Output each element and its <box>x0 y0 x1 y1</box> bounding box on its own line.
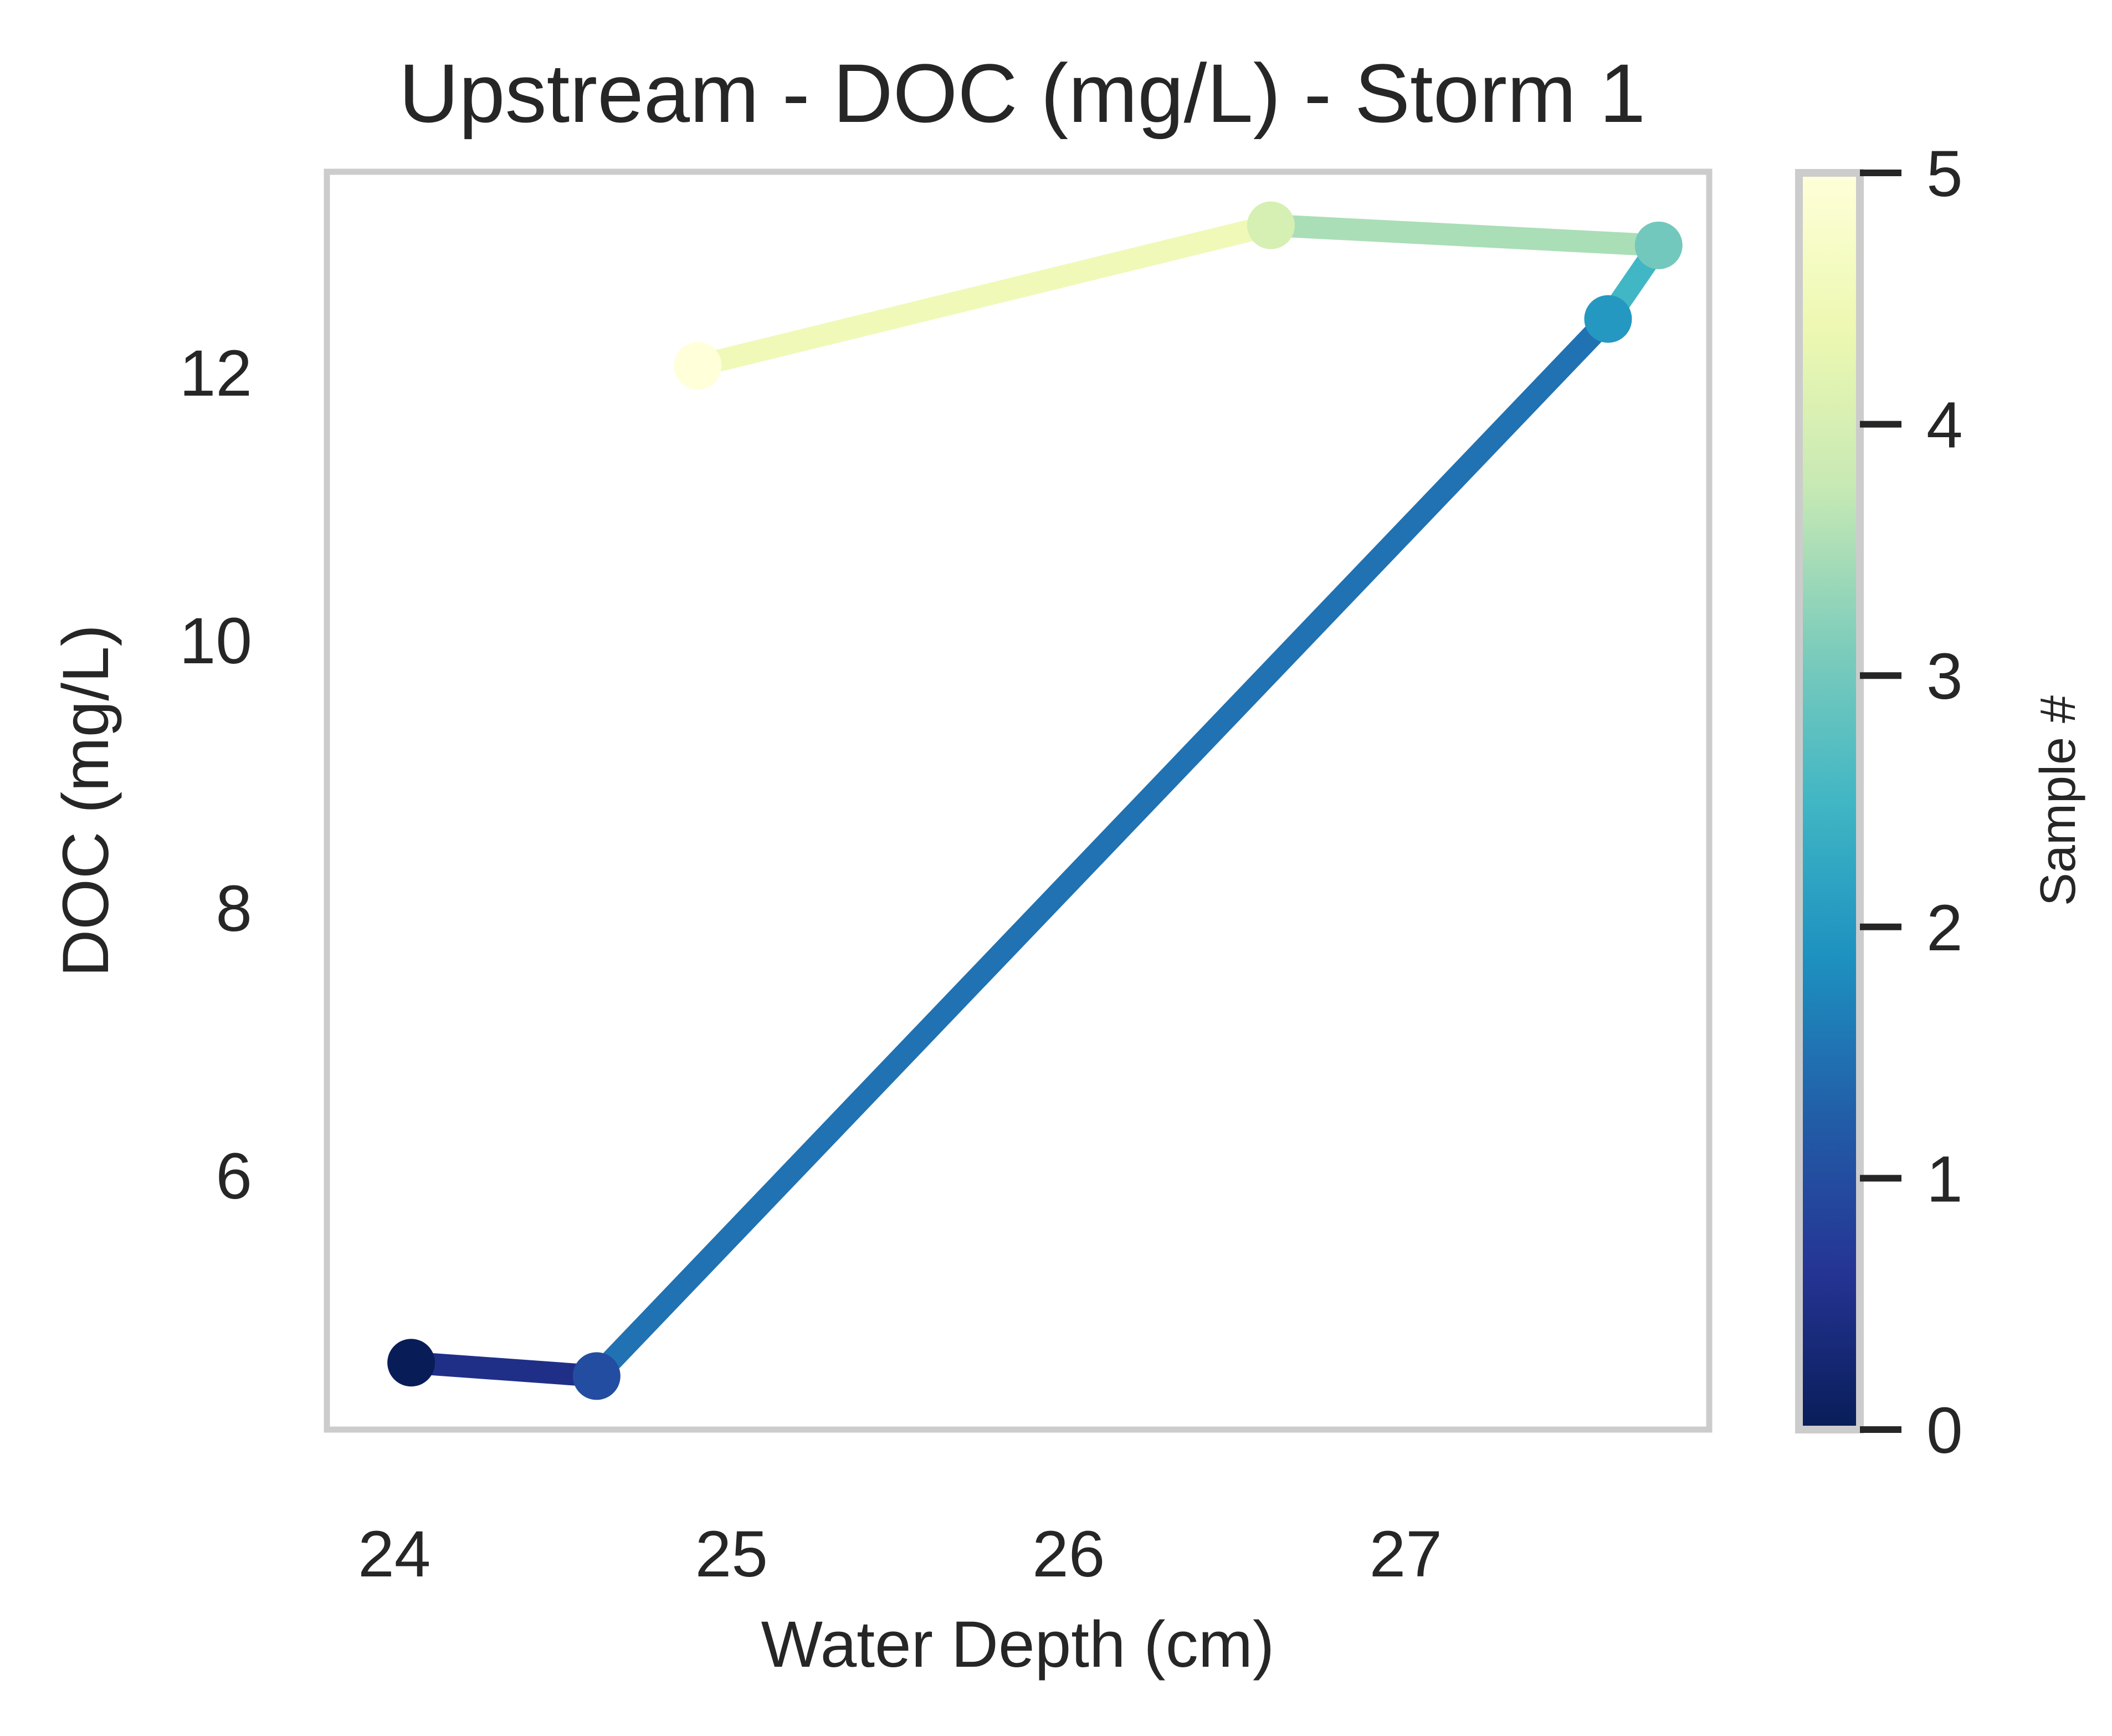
colorbar-label: Sample # <box>2031 695 2086 906</box>
line-segment-0-1 <box>410 1351 598 1387</box>
y-tick-label: 10 <box>180 605 252 678</box>
data-point-sample-4 <box>1247 201 1295 249</box>
y-axis-label: DOC (mg/L) <box>49 624 122 977</box>
data-series <box>387 201 1683 1400</box>
x-axis-label: Water Depth (cm) <box>761 1608 1275 1681</box>
colorbar-tick-label: 5 <box>1926 137 1963 211</box>
line-segment-3-4 <box>1270 214 1659 257</box>
x-tick-label: 24 <box>358 1518 430 1591</box>
colorbar <box>1795 169 1864 1433</box>
y-axis-ticks: 6 8 10 12 <box>180 337 252 1213</box>
y-tick-label: 12 <box>180 337 252 410</box>
plot-area-frame <box>324 168 1713 1433</box>
y-tick-label: 8 <box>216 872 252 945</box>
colorbar-tick-label: 3 <box>1926 640 1963 713</box>
colorbar-tick-label: 2 <box>1926 892 1963 965</box>
line-segment-4-5 <box>695 214 1274 377</box>
data-point-sample-3 <box>1634 221 1683 269</box>
colorbar-ticks: 0 1 2 3 4 5 <box>1860 137 1963 1467</box>
data-point-sample-0 <box>387 1339 435 1387</box>
colorbar-tick-label: 1 <box>1926 1143 1963 1216</box>
data-point-sample-1 <box>572 1352 621 1400</box>
x-tick-label: 27 <box>1370 1518 1442 1591</box>
colorbar-tick-label: 0 <box>1926 1394 1963 1467</box>
data-point-sample-2 <box>1584 295 1632 343</box>
y-tick-label: 6 <box>216 1140 252 1213</box>
colorbar-tick-label: 4 <box>1926 389 1963 462</box>
line-segment-1-2 <box>588 311 1616 1384</box>
chart-title: Upstream - DOC (mg/L) - Storm 1 <box>399 47 1645 140</box>
x-tick-label: 25 <box>695 1518 768 1591</box>
x-axis-ticks: 24 25 26 27 <box>358 1518 1442 1591</box>
data-point-sample-5 <box>674 342 722 390</box>
x-tick-label: 26 <box>1032 1518 1105 1591</box>
